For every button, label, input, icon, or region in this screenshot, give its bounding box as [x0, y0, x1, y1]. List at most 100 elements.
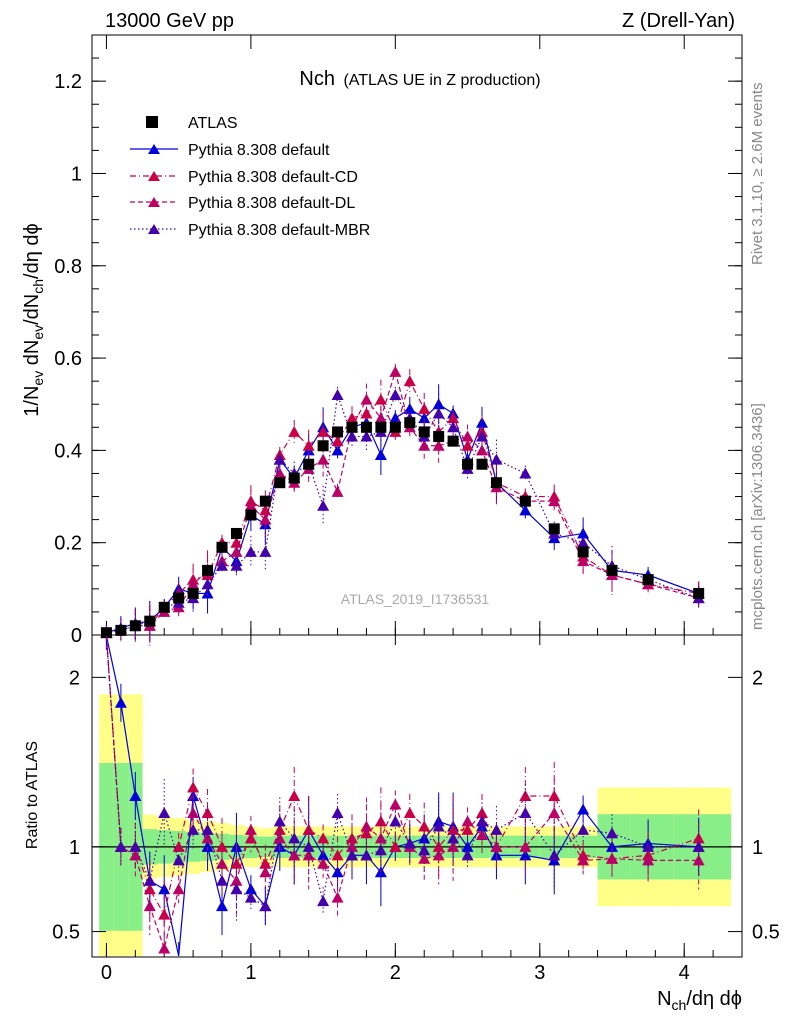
- data-point: [331, 849, 344, 861]
- data-point: [317, 440, 329, 452]
- data-point: [317, 499, 330, 511]
- ratio-plot-frame: [91, 634, 743, 958]
- data-point: [244, 891, 257, 903]
- data-point: [375, 421, 387, 433]
- y-tick-label: 0.4: [54, 440, 82, 462]
- data-point: [273, 453, 286, 465]
- data-point: [331, 485, 344, 497]
- y-tick-label: 1: [71, 163, 82, 185]
- analysis-reference: ATLAS_2019_I1736531: [341, 591, 490, 607]
- data-point: [274, 477, 286, 489]
- data-point: [462, 458, 474, 470]
- data-point: [389, 815, 402, 827]
- data-point: [476, 430, 488, 442]
- data-point: [331, 444, 344, 456]
- ratio-uncertainty-bands: [99, 694, 732, 956]
- data-point: [461, 430, 474, 442]
- data-point: [360, 820, 373, 832]
- data-point: [519, 790, 532, 801]
- data-point: [187, 823, 200, 835]
- data-point: [273, 823, 286, 835]
- ratio-series-line: [105, 635, 699, 951]
- data-point: [476, 815, 488, 827]
- data-point: [317, 849, 330, 861]
- data-point: [331, 891, 344, 903]
- data-point: [389, 389, 402, 400]
- data-point: [230, 527, 242, 539]
- data-point: [360, 849, 373, 861]
- data-point: [577, 854, 590, 866]
- data-point: [374, 844, 387, 856]
- data-point: [519, 504, 532, 516]
- data-point: [288, 790, 301, 801]
- data-point: [129, 790, 142, 801]
- data-point: [642, 840, 655, 852]
- data-point: [418, 412, 431, 424]
- data-point: [476, 806, 488, 818]
- data-point: [433, 431, 445, 443]
- mcplots-label: mcplots.cern.ch [arXiv:1306.3436]: [749, 403, 766, 630]
- legend-marker-cd: [148, 171, 160, 181]
- data-point: [692, 840, 705, 852]
- data-point: [606, 827, 618, 839]
- data-point: [519, 495, 531, 507]
- data-point: [216, 857, 228, 869]
- data-point: [548, 523, 560, 535]
- data-point: [346, 849, 358, 861]
- data-point: [230, 883, 243, 895]
- data-point: [403, 806, 416, 818]
- data-point: [519, 840, 532, 852]
- data-point: [288, 472, 300, 484]
- x-tick-label: 4: [679, 962, 690, 984]
- data-point: [389, 365, 402, 377]
- data-point: [606, 564, 618, 576]
- series-line: [106, 379, 699, 634]
- legend-atlas: ATLAS: [188, 115, 238, 132]
- data-point: [418, 852, 431, 864]
- data-point: [158, 942, 171, 954]
- data-point: [476, 458, 488, 470]
- data-point: [360, 430, 373, 442]
- data-point: [447, 435, 459, 447]
- x-tick-label: 3: [534, 962, 545, 984]
- data-point: [346, 421, 358, 433]
- data-point: [187, 806, 200, 818]
- x-tick-label: 1: [245, 962, 256, 984]
- data-point: [331, 806, 344, 818]
- data-point: [317, 832, 330, 844]
- data-point: [244, 823, 257, 835]
- ratio-y-tick-label: 1: [69, 837, 80, 859]
- y-tick-label: 1.2: [54, 71, 82, 93]
- data-point: [143, 874, 156, 886]
- data-point: [187, 587, 199, 599]
- data-point: [403, 837, 416, 849]
- data-point: [360, 393, 373, 405]
- x-tick-label: 2: [390, 962, 401, 984]
- data-point: [259, 545, 272, 557]
- data-point: [577, 536, 590, 548]
- legend: ATLAS Pythia 8.308 default Pythia 8.308 …: [130, 115, 370, 239]
- data-point: [432, 820, 445, 832]
- data-point: [519, 806, 532, 818]
- data-point: [577, 803, 590, 815]
- ratio-y-axis-label: Ratio to ATLAS: [24, 741, 41, 849]
- data-point: [172, 883, 185, 895]
- data-point: [331, 435, 344, 447]
- data-point: [129, 840, 142, 852]
- data-point: [374, 449, 387, 460]
- data-point: [317, 895, 330, 907]
- data-point: [158, 883, 171, 895]
- data-point: [201, 806, 214, 818]
- data-point: [244, 499, 257, 511]
- ratio-y-tick-label-right: 0.5: [752, 922, 780, 944]
- data-point: [577, 527, 590, 539]
- data-point: [129, 849, 142, 861]
- data-point: [173, 592, 185, 604]
- data-point: [216, 900, 228, 912]
- ratio-y-tick-label: 0.5: [52, 922, 80, 944]
- data-point: [577, 555, 590, 567]
- data-point: [245, 509, 257, 521]
- data-point: [577, 546, 589, 558]
- data-point: [158, 601, 170, 613]
